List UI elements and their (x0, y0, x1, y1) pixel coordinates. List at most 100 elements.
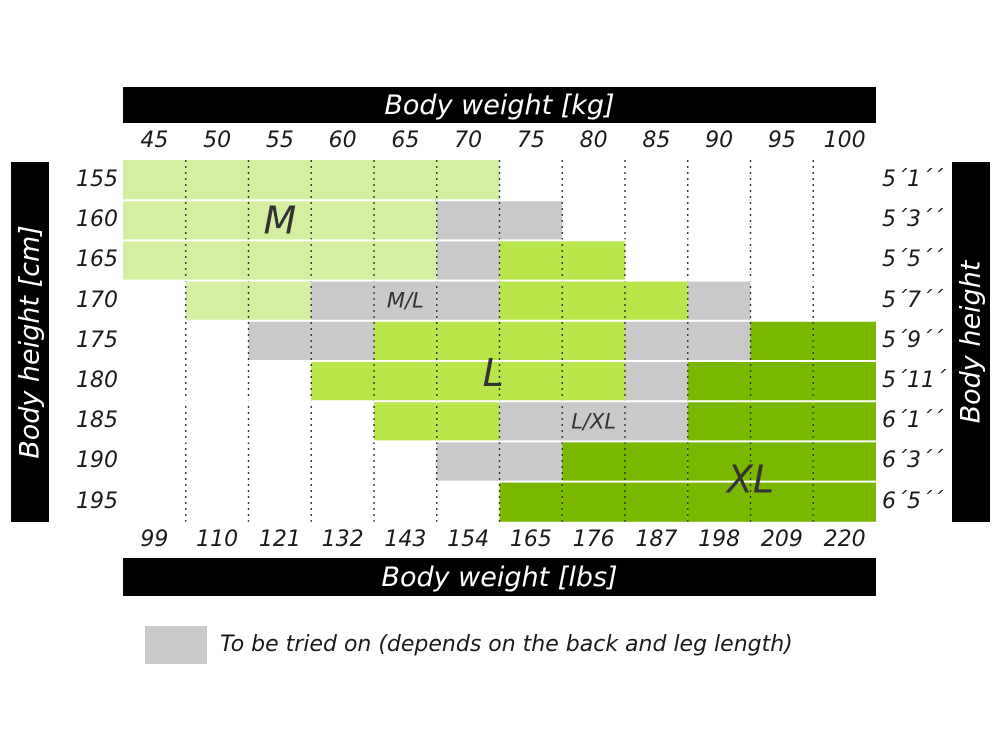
lbs-tick-label: 220 (823, 527, 866, 552)
ft-tick-label: 6´5´´ (882, 488, 943, 514)
grid-cell-5-10 (750, 361, 814, 402)
grid-cell-3-9 (687, 280, 751, 321)
cm-tick-label: 190 (76, 448, 118, 474)
cm-tick-label: 155 (76, 167, 118, 192)
grid-cell-1-0 (123, 200, 186, 241)
cm-tick-label: 195 (76, 488, 118, 514)
grid-cell-0-2 (248, 160, 312, 201)
grid-cell-6-9 (687, 401, 751, 442)
kg-tick-label: 70 (454, 128, 483, 153)
ft-tick-label: 5´3´´ (882, 207, 943, 233)
region-label-l: L (483, 351, 504, 395)
grid-cell-8-7 (562, 481, 625, 522)
grid-cell-6-8 (625, 401, 688, 442)
grid-cell-1-6 (499, 200, 563, 241)
grid-cell-2-0 (123, 240, 186, 281)
lbs-tick-label: 121 (258, 527, 301, 552)
grid-cell-4-10 (750, 320, 814, 361)
grid-cell-2-4 (374, 240, 437, 281)
kg-tick-label: 55 (265, 128, 294, 153)
grid-cell-1-4 (374, 200, 437, 241)
kg-tick-label: 80 (579, 128, 608, 153)
top-axis-title: Body weight [kg] (384, 89, 615, 121)
grid-cell-4-3 (311, 320, 374, 361)
lbs-tick-label: 99 (140, 527, 169, 552)
region-label-l-xl: L/XL (571, 409, 616, 433)
grid-cell-7-8 (625, 441, 688, 482)
grid-cell-6-5 (436, 401, 500, 442)
grid-cell-0-0 (123, 160, 186, 201)
kg-tick-label: 65 (391, 128, 420, 153)
bottom-axis-title: Body weight [lbs] (381, 561, 618, 593)
grid-cell-6-11 (813, 401, 876, 442)
grid-cell-3-4 (374, 280, 437, 321)
grid-cell-7-11 (813, 441, 876, 482)
grid-cell-1-1 (185, 200, 249, 241)
grid-cell-2-3 (311, 240, 374, 281)
grid-cell-3-3 (311, 280, 374, 321)
legend-swatch-try-on (145, 626, 207, 664)
grid-cell-8-11 (813, 481, 876, 522)
grid-cell-0-5 (436, 160, 500, 201)
kg-tick-label: 50 (203, 128, 232, 153)
grid-cell-6-7 (562, 401, 625, 442)
grid-cell-0-3 (311, 160, 374, 201)
left-axis-title-bar: Body height [cm] (11, 162, 49, 522)
grid-cell-8-6 (499, 481, 563, 522)
grid-cell-3-6 (499, 280, 563, 321)
kg-tick-label: 95 (767, 128, 796, 153)
lbs-tick-label: 165 (509, 527, 552, 552)
grid-cell-5-11 (813, 361, 876, 402)
cm-tick-label: 185 (76, 408, 118, 434)
grid-cell-8-8 (625, 481, 688, 522)
grid-cell-3-5 (436, 280, 500, 321)
grid-cell-1-2 (248, 200, 312, 241)
grid-cell-3-8 (625, 280, 688, 321)
grid-cell-5-4 (374, 361, 437, 402)
grid-cell-5-7 (562, 361, 625, 402)
grid-cell-0-1 (185, 160, 249, 201)
grid-cell-3-2 (248, 280, 312, 321)
kg-tick-label: 60 (328, 128, 357, 153)
cm-tick-label: 165 (76, 247, 118, 273)
grid-cell-5-6 (499, 361, 563, 402)
grid-cell-4-5 (436, 320, 500, 361)
lbs-tick-label: 187 (635, 527, 678, 552)
grid-cell-4-6 (499, 320, 563, 361)
grid-cell-2-7 (562, 240, 625, 281)
grid-cell-8-9 (687, 481, 751, 522)
lbs-tick-label: 143 (384, 527, 427, 552)
ft-tick-label: 6´3´´ (882, 448, 943, 474)
grid-cell-4-11 (813, 320, 876, 361)
cm-tick-label: 180 (76, 368, 118, 393)
right-axis-title-bar: Body height (952, 162, 990, 522)
lbs-tick-label: 132 (321, 527, 364, 552)
ft-tick-label: 6´1´´ (882, 408, 943, 434)
grid-cell-5-5 (436, 361, 500, 402)
ft-tick-label: 5´11´´ (882, 368, 957, 393)
lbs-tick-label: 110 (196, 527, 239, 552)
kg-tick-label: 100 (823, 128, 866, 153)
ft-tick-label: 5´5´´ (882, 247, 943, 273)
lbs-tick-label: 209 (760, 527, 803, 552)
ft-tick-label: 5´7´´ (882, 287, 943, 313)
grid-cell-3-7 (562, 280, 625, 321)
grid-cell-2-5 (436, 240, 500, 281)
region-label-xl: XL (725, 458, 774, 502)
grid-cell-4-8 (625, 320, 688, 361)
grid-cell-2-6 (499, 240, 563, 281)
grid-cell-7-5 (436, 441, 500, 482)
grid-cell-7-9 (687, 441, 751, 482)
ft-tick-label: 5´1´´ (882, 167, 943, 192)
grid-cell-4-7 (562, 320, 625, 361)
grid-cell-1-5 (436, 200, 500, 241)
grid-cell-4-2 (248, 320, 312, 361)
kg-tick-label: 45 (140, 128, 169, 153)
bottom-axis-title-bar: Body weight [lbs] (123, 558, 876, 596)
grid-cell-5-3 (311, 361, 374, 402)
grid-cell-7-7 (562, 441, 625, 482)
region-label-m: M (263, 198, 296, 242)
cm-tick-label: 170 (76, 287, 118, 313)
grid-cell-6-10 (750, 401, 814, 442)
